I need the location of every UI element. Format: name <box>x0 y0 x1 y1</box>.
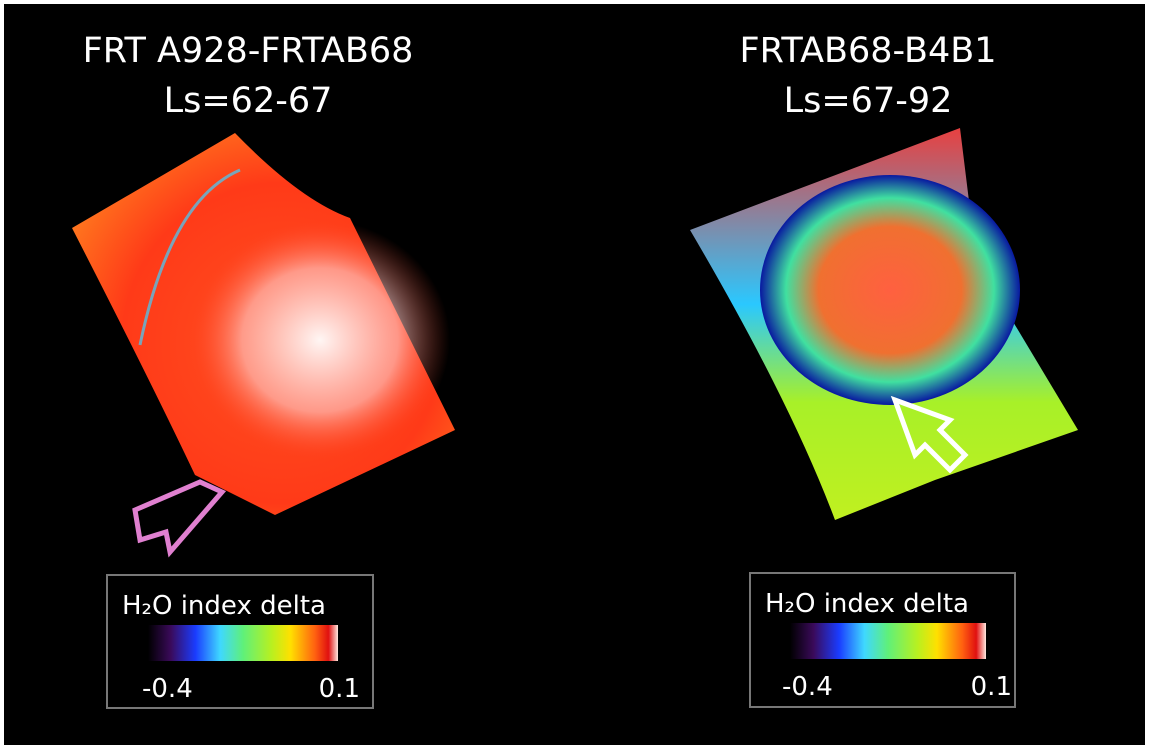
left-bright-region <box>190 220 450 460</box>
panel-subtitle: Ls=62-67 <box>164 81 333 121</box>
right-inner-region <box>760 175 1020 405</box>
panel-subtitle: Ls=67-92 <box>784 81 953 121</box>
colorbar-label: H₂O index delta <box>122 591 326 621</box>
colorbar-max: 0.1 <box>971 672 1012 702</box>
colorbar-label: H₂O index delta <box>765 589 969 619</box>
panel-title: FRTAB68-B4B1 <box>740 31 997 71</box>
colorbar-min: -0.4 <box>142 674 193 704</box>
colorbar-gradient <box>148 625 338 661</box>
panel-title: FRT A928-FRTAB68 <box>83 31 414 71</box>
colorbar-max: 0.1 <box>319 674 360 704</box>
colorbar-gradient <box>790 623 986 659</box>
colorbar-min: -0.4 <box>782 672 833 702</box>
figure: FRT A928-FRTAB68 Ls=62-67 FRTAB68-B4B1 L… <box>0 0 1153 751</box>
